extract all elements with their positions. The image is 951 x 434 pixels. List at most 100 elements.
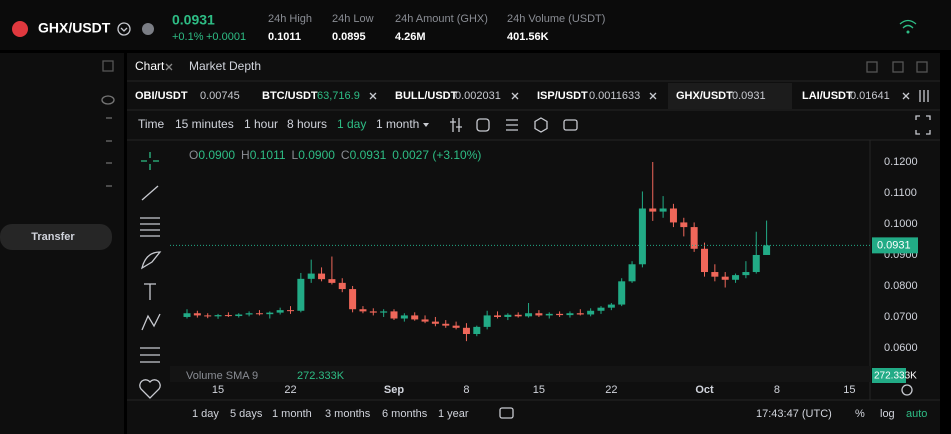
range[interactable]: 5 days: [230, 408, 263, 420]
settings-icon[interactable]: [534, 117, 548, 133]
ticker-price[interactable]: 0.0931: [732, 90, 766, 102]
close-icon[interactable]: [902, 92, 910, 100]
ticker-pair[interactable]: ISP/USDT: [537, 90, 588, 102]
candle-body: [307, 273, 315, 279]
ticker-pair[interactable]: BULL/USDT: [395, 90, 458, 102]
candle-body: [752, 254, 760, 273]
candle-body: [328, 279, 336, 283]
window-icon[interactable]: [916, 61, 928, 73]
candle-body: [607, 304, 615, 308]
range[interactable]: 3 months: [325, 408, 371, 420]
legend-change: 0.0027 (+3.10%): [392, 148, 481, 162]
info-icon[interactable]: [142, 23, 154, 35]
interval[interactable]: 8 hours: [287, 117, 327, 131]
candle-body: [442, 323, 450, 326]
legend-key: H: [241, 148, 250, 162]
window-icon[interactable]: [866, 61, 878, 73]
transfer-label[interactable]: Transfer: [31, 231, 75, 243]
list-icon[interactable]: [506, 119, 518, 131]
dropdown-icon[interactable]: [117, 22, 131, 36]
ticker-pair[interactable]: LAI/USDT: [802, 90, 853, 102]
stat-value: 401.56K: [507, 31, 549, 43]
line-tool[interactable]: [141, 185, 159, 201]
tab[interactable]: Market Depth: [189, 59, 261, 73]
stat-label: 24h Amount (GHX): [395, 13, 488, 25]
gutter: [940, 53, 951, 434]
ticker-pair[interactable]: GHX/USDT: [676, 90, 733, 102]
y-tick-label: 0.0700: [884, 311, 918, 323]
active-ticker-bg[interactable]: [668, 83, 792, 109]
pair-name[interactable]: GHX/USDT: [38, 20, 111, 36]
ticker-price[interactable]: 0.0011633: [589, 90, 640, 102]
chart: 0.06000.07000.08000.09000.10000.11000.12…: [170, 156, 918, 396]
fib-tool[interactable]: [140, 217, 160, 237]
auto-toggle[interactable]: auto: [906, 408, 927, 420]
volume-tag: [872, 368, 906, 383]
ticker-pair[interactable]: OBI/USDT: [135, 90, 188, 102]
interval[interactable]: 1 hour: [244, 117, 278, 131]
candle-body: [255, 313, 263, 315]
transfer-button[interactable]: [0, 224, 112, 250]
pattern-tool[interactable]: [141, 313, 161, 331]
eye-icon[interactable]: [101, 95, 115, 105]
ticker-price[interactable]: 63,716.9: [317, 90, 360, 102]
crosshair-tool[interactable]: [141, 152, 159, 170]
window-icon[interactable]: [892, 61, 904, 73]
axis-settings-icon[interactable]: [901, 384, 913, 396]
range[interactable]: 1 year: [438, 408, 469, 420]
interval[interactable]: 1 month: [376, 117, 419, 131]
date-range-icon[interactable]: [499, 407, 514, 419]
stats: 24h High 0.1011 24h Low 0.0895 24h Amount (G…: [268, 13, 605, 43]
pause-icon[interactable]: [919, 90, 929, 102]
ticker-price[interactable]: 0.01641: [850, 90, 890, 102]
candle-body: [576, 313, 584, 315]
intervals: 15 minutes 1 hour 8 hours 1 day 1 month: [175, 117, 429, 131]
brush-tool[interactable]: [140, 251, 162, 270]
ticker-pair[interactable]: BTC/USDT: [262, 90, 318, 102]
close-icon[interactable]: [649, 92, 657, 100]
candle-body: [431, 321, 439, 324]
range[interactable]: 1 month: [272, 408, 312, 420]
range[interactable]: 6 months: [382, 408, 428, 420]
candle-body: [566, 313, 574, 316]
percent-toggle[interactable]: %: [855, 408, 865, 420]
candle-body: [400, 315, 408, 319]
caret-icon: [423, 123, 429, 127]
candle-body: [297, 278, 305, 311]
tickers: OBI/USDT 0.00745 BTC/USDT 63,716.9 BULL/USDT…: [135, 90, 910, 102]
volume-pane: [170, 366, 870, 382]
tab[interactable]: Chart: [135, 59, 165, 73]
close-icon[interactable]: [165, 63, 173, 71]
volume-tag-label: 272.333K: [874, 371, 917, 382]
change-pct: +0.1%: [172, 31, 204, 43]
ticker-price[interactable]: 0.002031: [455, 90, 501, 102]
text-tool[interactable]: [144, 283, 156, 300]
range[interactable]: 1 day: [192, 408, 219, 420]
interval[interactable]: 15 minutes: [175, 117, 234, 131]
indicator-icon[interactable]: [476, 118, 490, 132]
popout-icon[interactable]: [102, 60, 114, 72]
close-icon[interactable]: [369, 92, 377, 100]
close-icon[interactable]: [511, 92, 519, 100]
candle-body: [204, 315, 212, 317]
camera-icon[interactable]: [563, 119, 578, 131]
stat-value: 0.1011: [268, 31, 301, 43]
x-tick-label: 15: [843, 384, 855, 396]
x-tick-label: 15: [533, 384, 545, 396]
candle-body: [721, 276, 729, 280]
measure-tool[interactable]: [140, 347, 160, 363]
volume-value: 272.333K: [297, 370, 345, 382]
favorite-tool[interactable]: [139, 379, 161, 399]
interval[interactable]: 1 day: [337, 117, 366, 131]
candle-body: [618, 281, 626, 305]
y-tick-label: 0.1000: [884, 218, 918, 230]
candle-icon[interactable]: [450, 118, 462, 132]
candle-body: [556, 313, 564, 316]
ticker-price[interactable]: 0.00745: [200, 90, 240, 102]
ohlc-legend: O0.0900 H0.1011 L0.0900 C0.0931 0.0027 (+3.1…: [189, 148, 481, 162]
time-label: Time: [138, 117, 165, 131]
candle-body: [411, 315, 419, 320]
log-toggle[interactable]: log: [880, 408, 895, 420]
legend-value: 0.0900: [198, 148, 235, 162]
fullscreen-icon[interactable]: [915, 115, 931, 135]
